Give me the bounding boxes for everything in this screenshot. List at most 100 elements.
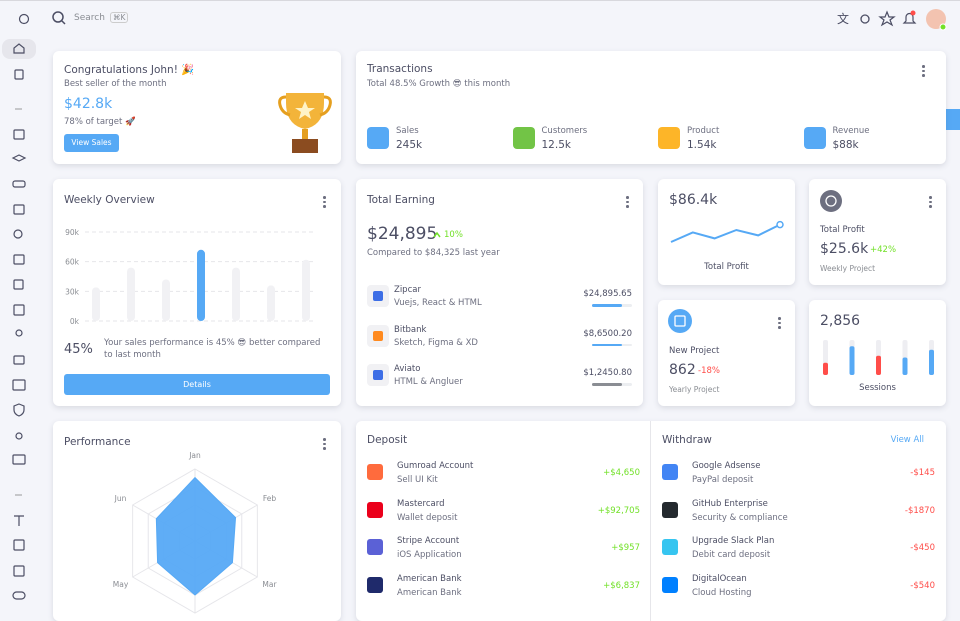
details-button[interactable]: Details <box>64 374 330 395</box>
amount: $24,895 <box>367 224 438 244</box>
performance-card: Performance Jan Feb Mar May Jun <box>53 421 341 621</box>
nav-icon[interactable] <box>13 539 25 551</box>
nav-icon[interactable] <box>13 403 25 417</box>
item-name: Mastercard <box>397 498 445 509</box>
bell-icon[interactable] <box>902 12 917 24</box>
item-sub: HTML & Angluer <box>394 377 463 387</box>
nav-icon[interactable] <box>15 329 23 337</box>
nav-icon[interactable] <box>14 515 24 526</box>
item-name: Stripe Account <box>397 536 460 547</box>
menu[interactable] <box>778 317 781 331</box>
stat-label: Sales <box>396 126 419 136</box>
nav-active[interactable] <box>2 39 36 59</box>
item-amount: -$145 <box>910 468 935 478</box>
nav-icon[interactable] <box>13 304 25 316</box>
stat-value: 245k <box>396 139 423 151</box>
compare: Compared to $84,325 last year <box>367 248 500 258</box>
item-amount: +$957 <box>611 543 640 554</box>
item-amount: $24,895.65 <box>583 289 632 299</box>
subtitle: Weekly Project <box>820 264 876 273</box>
nav-icon[interactable] <box>13 254 25 265</box>
logo <box>367 539 383 556</box>
item-sub: Wallet deposit <box>397 512 458 523</box>
y-tick-label: 90k <box>65 228 80 237</box>
nav-icon[interactable] <box>13 279 24 290</box>
change: +42% <box>870 245 897 255</box>
view-all-link[interactable]: View All <box>890 435 924 445</box>
earning-card: Total Earning $24,895 10% Compared to $8… <box>356 179 643 406</box>
view-sales-button[interactable]: View Sales <box>64 134 119 152</box>
item-name: Upgrade Slack Plan <box>692 536 775 547</box>
bar <box>232 267 240 321</box>
line <box>670 223 781 243</box>
menu[interactable] <box>922 65 925 79</box>
bar <box>929 349 934 375</box>
subtitle: Yearly Project <box>669 385 720 394</box>
percent: 45% <box>64 342 93 357</box>
item-amount: $1,2450.80 <box>583 368 632 378</box>
item-sub: Sketch, Figma & XD <box>394 337 478 348</box>
label: Total Profit <box>704 262 749 272</box>
translate-icon[interactable]: 文 <box>837 11 849 26</box>
item-logo <box>373 330 383 341</box>
nav-icon[interactable] <box>13 43 25 54</box>
section-title: Withdraw <box>662 434 712 446</box>
item-sub: PayPal deposit <box>692 475 754 485</box>
nav-icon[interactable] <box>12 379 26 391</box>
theme-icon[interactable] <box>860 14 870 24</box>
change: -18% <box>698 366 720 376</box>
search-icon[interactable] <box>52 11 64 23</box>
y-tick-label: 60k <box>65 258 80 267</box>
bar <box>197 249 205 321</box>
item-name: Google Adsense <box>692 461 761 471</box>
card-title: Total Earning <box>367 194 435 206</box>
search-shortcut: ⌘K <box>110 12 129 23</box>
nav-icon[interactable] <box>13 355 25 365</box>
logo <box>367 577 383 594</box>
stat-label: Customers <box>541 126 588 136</box>
description: Your sales performance is 45% 😎 better c… <box>104 338 321 360</box>
nav-icon[interactable] <box>15 432 23 440</box>
nav-icon[interactable] <box>11 154 27 162</box>
menu[interactable] <box>626 196 629 210</box>
star-icon[interactable] <box>878 10 896 27</box>
amount: 862 <box>669 362 696 378</box>
nav-icon[interactable] <box>13 204 25 215</box>
amount: 2,856 <box>820 313 861 329</box>
stat-label: Product <box>687 126 720 136</box>
amount: $42.8k <box>64 96 113 112</box>
menu[interactable] <box>929 196 932 210</box>
bar <box>162 279 170 321</box>
nav-icon[interactable] <box>13 129 25 140</box>
trophy <box>278 93 332 153</box>
menu[interactable] <box>323 196 326 210</box>
divider <box>650 421 651 621</box>
card-subtitle: Total 48.5% Growth 😎 this month <box>367 79 511 89</box>
y-tick-label: 30k <box>65 287 80 296</box>
nav-icon[interactable] <box>12 180 26 188</box>
item-sub: Sell UI Kit <box>397 475 438 485</box>
profit-card: Total Profit $25.6k +42% Weekly Project <box>809 179 946 285</box>
nav-icon[interactable] <box>12 591 26 600</box>
stat-value: 12.5k <box>541 139 571 151</box>
nav-icon[interactable] <box>13 565 25 577</box>
nav-icon[interactable] <box>12 454 26 465</box>
item-sub: Security & compliance <box>692 512 788 523</box>
up-arrow <box>433 231 441 238</box>
bar <box>127 267 135 321</box>
item-name: Zipcar <box>394 285 421 295</box>
item-name: Aviato <box>394 364 421 374</box>
chart-title: Performance <box>64 436 131 448</box>
nav-icon[interactable] <box>13 229 23 239</box>
amount: $25.6k <box>820 241 869 257</box>
item-amount: +$6,837 <box>603 581 640 592</box>
menu[interactable] <box>323 438 326 452</box>
chart-title: Weekly Overview <box>64 194 155 206</box>
sessions-card: 2,856 Sessions <box>809 300 946 406</box>
weekly-card: Weekly Overview 0k 30k 60k 90k 45% Your sal… <box>53 179 341 406</box>
avatar[interactable] <box>926 9 946 29</box>
search-placeholder[interactable]: Search <box>74 13 105 23</box>
nav-icon[interactable] <box>14 69 24 80</box>
category-label: Jan <box>188 451 201 460</box>
